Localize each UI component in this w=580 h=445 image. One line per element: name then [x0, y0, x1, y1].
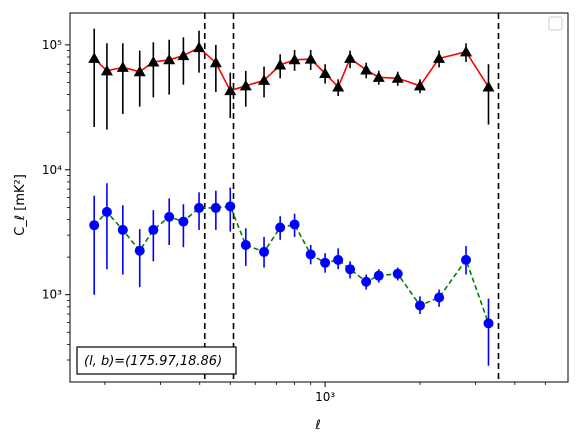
series-2-point-8	[194, 202, 205, 213]
x-tick-label-1: 10³	[315, 390, 335, 404]
annotation-box: (l, b)=(175.97,18.86)	[76, 346, 237, 375]
series-1-point-21	[391, 72, 404, 83]
annotation-frame	[76, 346, 237, 375]
series-1-point-19	[360, 63, 373, 75]
series-2-point-13	[275, 222, 286, 233]
series-2-point-2	[101, 206, 112, 217]
series-2-point-24	[461, 254, 472, 265]
series-2-point-1	[89, 220, 100, 231]
series-2-point-4	[134, 245, 145, 256]
series-2-point-3	[117, 224, 128, 235]
series-2-point-10	[225, 201, 236, 212]
series-1-point-1	[88, 52, 101, 63]
series-2-point-11	[240, 239, 251, 250]
series-2-point-19	[361, 276, 372, 287]
series-1-point-23	[433, 52, 446, 63]
y-tick-label-1: 10³	[42, 288, 62, 302]
y-axis-label: C_ℓ [mK²]	[13, 174, 28, 236]
series-1-point-16	[319, 67, 332, 79]
series-1-point-14	[288, 53, 301, 65]
plot-frame	[69, 12, 569, 383]
series-2-point-14	[289, 219, 300, 230]
series-1-point-5	[147, 55, 160, 67]
legend-box[interactable]	[548, 16, 563, 31]
series-1-point-18	[344, 52, 357, 63]
x-axis-label: ℓ	[314, 418, 320, 433]
series-2-point-17	[333, 254, 344, 265]
series-1-point-8	[193, 41, 206, 53]
series-1-point-15	[304, 53, 317, 64]
series-1-point-11	[239, 79, 252, 91]
series-1-point-24	[460, 45, 473, 57]
series-2-point-9	[210, 202, 221, 213]
series-1-point-9	[209, 56, 222, 68]
series-2-point-12	[259, 246, 270, 257]
series-2-point-5	[148, 224, 159, 235]
series-1-point-2	[100, 64, 113, 76]
series-2-point-20	[373, 270, 384, 281]
axis-ticks: 10³ 10³ 10⁴ 10⁵	[42, 38, 546, 404]
series-2-point-21	[392, 268, 403, 279]
series-1-point-25	[482, 81, 495, 92]
series-2-point-15	[305, 249, 316, 260]
series-1-point-6	[163, 53, 176, 65]
annotation-text: (l, b)=(175.97,18.86)	[84, 354, 222, 369]
series-1-point-20	[372, 71, 385, 82]
series-1-point-3	[116, 61, 129, 72]
series-1-point-13	[274, 59, 287, 70]
series-2-point-6	[164, 211, 175, 222]
series-2-point-22	[414, 300, 425, 311]
series-2-point-16	[320, 257, 331, 268]
y-tick-label-2: 10⁴	[42, 163, 62, 177]
series-2-point-23	[434, 292, 445, 303]
series-1-point-12	[258, 74, 271, 85]
series-1-point-17	[332, 81, 345, 92]
y-tick-label-3: 10⁵	[42, 38, 62, 52]
series-1-point-7	[177, 49, 190, 61]
vertical-lines	[203, 13, 500, 382]
series-markers	[88, 41, 495, 329]
series-1-point-22	[413, 79, 426, 91]
series-2-point-18	[345, 264, 356, 275]
series-2-point-25	[483, 318, 494, 329]
series-1-point-4	[133, 65, 146, 77]
series-1-point-10	[224, 84, 237, 96]
series-2-point-7	[178, 216, 189, 227]
